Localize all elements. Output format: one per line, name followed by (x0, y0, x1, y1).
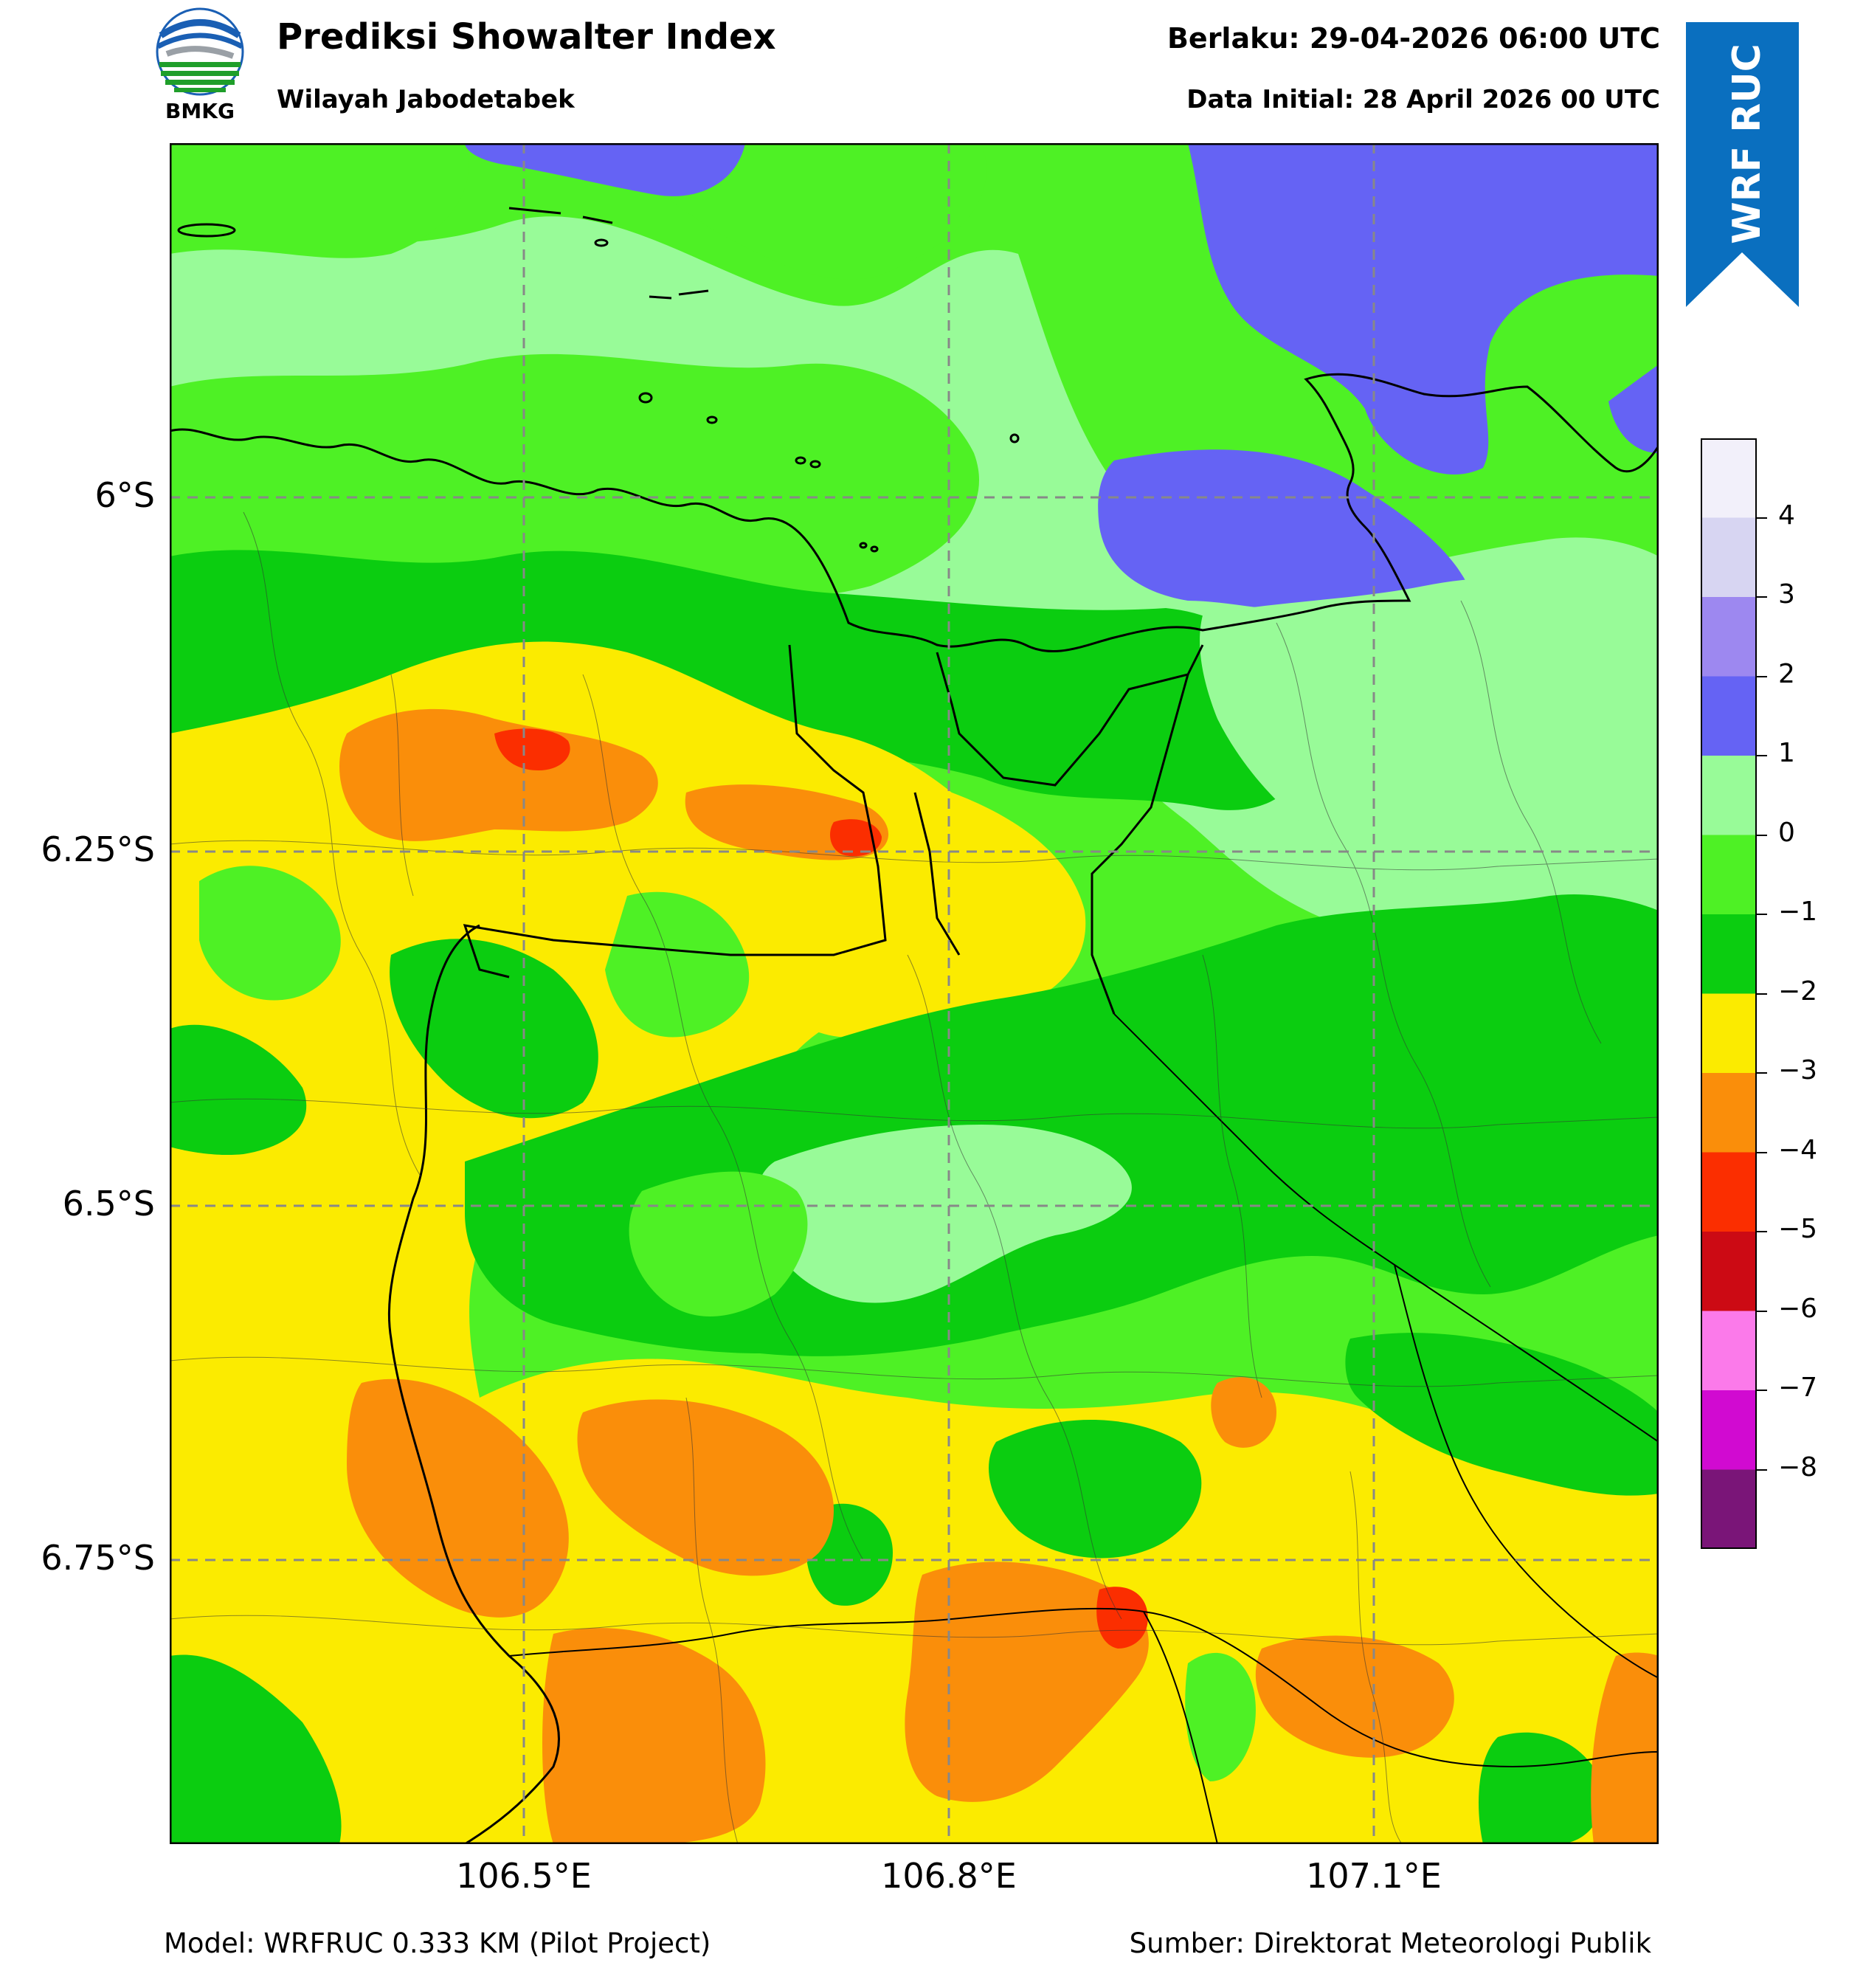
lat-label: 6.25°S (41, 829, 155, 869)
map-subtitle: Wilayah Jabodetabek (277, 85, 575, 114)
colorbar-segment (1701, 993, 1757, 1074)
admin-boundary-west (387, 924, 560, 1844)
colorbar-segment (1701, 914, 1757, 994)
field-green-blob-west-3 (605, 891, 750, 1038)
colorbar-tick-label: −2 (1778, 976, 1818, 1007)
field-green-blob-west-2 (390, 939, 598, 1119)
field-orange-south-2 (577, 1399, 834, 1576)
colorbar-tick-label: 2 (1778, 658, 1795, 689)
lon-label: 106.5°E (456, 1856, 592, 1896)
colorbar-segment (1701, 517, 1757, 598)
sub-district-boundaries (170, 511, 1659, 1844)
initial-time: Data Initial: 28 April 2026 00 UTC (1186, 85, 1660, 114)
field-green-south-east-edge (1479, 1732, 1603, 1844)
field-blue-north (1188, 143, 1659, 474)
lat-label: 6.75°S (41, 1538, 155, 1578)
data-source: Sumber: Direktorat Meteorologi Publik (1129, 1927, 1651, 1959)
colorbar-tick-mark (1757, 596, 1767, 598)
field-green-north-1 (170, 143, 469, 258)
colorbar-tick-mark (1757, 1310, 1767, 1312)
colorbar-tick-mark (1757, 1072, 1767, 1074)
colorbar-segment (1701, 1311, 1757, 1391)
colorbar-segment (1701, 1390, 1757, 1470)
colorbar-tick-mark (1757, 675, 1767, 677)
colorbar-tick-label: −8 (1778, 1452, 1818, 1483)
lat-label: 6.5°S (62, 1184, 155, 1223)
admin-boundary-jakarta (463, 644, 1204, 1015)
colorbar-tick-label: −6 (1778, 1293, 1818, 1324)
lon-label: 106.8°E (881, 1856, 1017, 1896)
map-frame (169, 142, 1659, 1845)
field-darkgreen-west-edge (170, 1024, 307, 1156)
field-orange-west-1 (339, 708, 658, 841)
field-light-mid (757, 1125, 1132, 1303)
ribbon-label: WRF RUC (1725, 44, 1769, 244)
colorbar (1701, 438, 1757, 1550)
field-light-east (1200, 571, 1659, 908)
field-orange-south-6 (1591, 1652, 1659, 1844)
field-orange-south-7 (1211, 1377, 1276, 1448)
field-red-central (830, 819, 882, 857)
model-info: Model: WRFRUC 0.333 KM (Pilot Project) (164, 1927, 711, 1959)
coastline (170, 373, 1659, 653)
field-green-south-central (1185, 1652, 1256, 1781)
field-orange-south-1 (347, 1378, 569, 1618)
field-green-blob-west (199, 866, 341, 1001)
colorbar-tick-label: 0 (1778, 817, 1795, 848)
colorbar-tick-mark (1757, 1468, 1767, 1471)
valid-time: Berlaku: 29-04-2026 06:00 UTC (1167, 22, 1660, 55)
colorbar-tick-label: −3 (1778, 1055, 1818, 1086)
graticule (170, 143, 1659, 1844)
colorbar-segment (1701, 1469, 1757, 1550)
lon-label: 107.1°E (1306, 1856, 1442, 1896)
field-darkgreen-coast (170, 550, 1304, 810)
field-green-mid (629, 1171, 808, 1316)
field-red-west (494, 728, 570, 770)
field-orange-south-4 (905, 1561, 1149, 1802)
colorbar-segment (1701, 438, 1757, 518)
admin-boundary-south (508, 1607, 1659, 1844)
field-blue-north-3 (1608, 365, 1659, 453)
field-orange-south-3 (542, 1628, 766, 1844)
wrf-ruc-ribbon: WRF RUC (1686, 22, 1799, 307)
colorbar-tick-label: −4 (1778, 1134, 1818, 1165)
field-blue-north-4 (465, 143, 745, 196)
field-darkgreen-south-west (170, 1654, 342, 1844)
logo-text: BMKG (165, 99, 235, 123)
colorbar-tick-mark (1757, 914, 1767, 915)
thousand-islands (177, 207, 1020, 553)
field-orange-south-5 (1255, 1635, 1454, 1758)
colorbar-tick-label: 1 (1778, 738, 1795, 768)
colorbar-segment (1701, 835, 1757, 915)
colorbar-segment (1701, 1073, 1757, 1153)
field-red-south (1096, 1587, 1148, 1649)
colorbar-segment (1701, 1152, 1757, 1232)
colorbar-tick-label: −1 (1778, 897, 1818, 927)
field-blue-north-2 (1098, 449, 1468, 610)
colorbar-segment (1701, 676, 1757, 756)
lat-label: 6°S (94, 475, 155, 515)
colorbar-tick-mark (1757, 1390, 1767, 1391)
colorbar-tick-mark (1757, 993, 1767, 995)
colorbar-tick-mark (1757, 1151, 1767, 1153)
colorbar-segment (1701, 597, 1757, 677)
map-title: Prediksi Showalter Index (277, 16, 776, 58)
colorbar-tick-mark (1757, 755, 1767, 756)
admin-boundary-east (1113, 1013, 1659, 1679)
colorbar-tick-label: −5 (1778, 1214, 1818, 1244)
showalter-map (169, 142, 1659, 1845)
colorbar-tick-label: 4 (1778, 500, 1795, 531)
colorbar-tick-mark (1757, 834, 1767, 836)
colorbar-segment (1701, 1232, 1757, 1311)
field-darkgreen-south-central (989, 1420, 1202, 1559)
bmkg-logo: BMKG (152, 6, 248, 124)
colorbar-tick-mark (1757, 1231, 1767, 1232)
colorbar-tick-label: −7 (1778, 1373, 1818, 1403)
colorbar-tick-mark (1757, 517, 1767, 519)
colorbar-segment (1701, 756, 1757, 835)
colorbar-tick-label: 3 (1778, 579, 1795, 610)
